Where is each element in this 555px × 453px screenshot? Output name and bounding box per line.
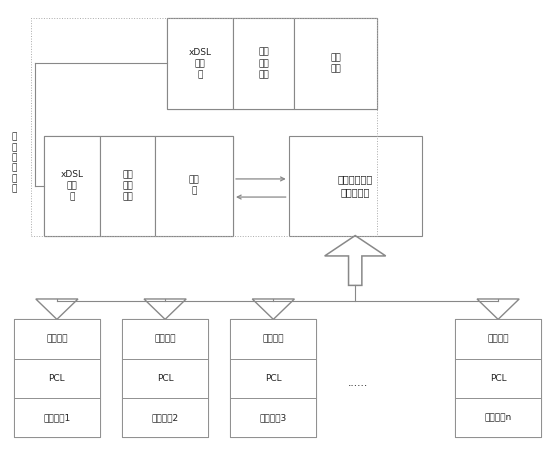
Bar [14,319,100,359]
Bar [14,398,100,437]
Bar [14,319,100,437]
Bar [166,18,377,109]
Bar [14,359,100,398]
Text: ......: ...... [348,378,368,388]
Bar [294,18,377,109]
Text: 通信模块: 通信模块 [154,334,176,343]
Bar [455,398,541,437]
Text: xDSL
收发
器: xDSL 收发 器 [188,48,211,79]
Text: 通信模块: 通信模块 [487,334,509,343]
Bar [155,136,233,236]
Bar [233,18,294,109]
Bar [122,319,208,437]
Bar [230,359,316,398]
Text: 节点模块n: 节点模块n [485,413,512,422]
Text: 通信模块: 通信模块 [263,334,284,343]
Text: 端口
捆绑
模块: 端口 捆绑 模块 [258,48,269,79]
Bar [230,319,316,359]
Text: xDSL
收发
器: xDSL 收发 器 [60,170,84,201]
Bar [230,319,316,437]
Text: 节点模块3: 节点模块3 [260,413,287,422]
Text: 现场总线通信
接口适配器: 现场总线通信 接口适配器 [337,174,373,197]
Bar [122,359,208,398]
Text: 通信模块: 通信模块 [46,334,68,343]
Bar [230,398,316,437]
Bar [455,319,541,437]
Text: 主控
系统: 主控 系统 [330,53,341,73]
Text: PCL: PCL [265,374,281,383]
Bar [122,398,208,437]
Bar [100,136,155,236]
Text: PCL: PCL [157,374,173,383]
Text: 端口
捆绑
模块: 端口 捆绑 模块 [122,170,133,201]
Bar [455,359,541,398]
Bar [44,136,233,236]
Text: 节点模块2: 节点模块2 [152,413,179,422]
Bar [44,136,100,236]
Bar [455,319,541,359]
Text: PCL: PCL [49,374,65,383]
Bar [31,18,377,236]
Text: 上位
机: 上位 机 [189,176,200,196]
Bar [122,319,208,359]
Bar [289,136,422,236]
Bar [166,18,233,109]
Text: 以
太
网
双
绞
线: 以 太 网 双 绞 线 [11,133,17,193]
Text: PCL: PCL [490,374,506,383]
Text: 节点模块1: 节点模块1 [43,413,70,422]
